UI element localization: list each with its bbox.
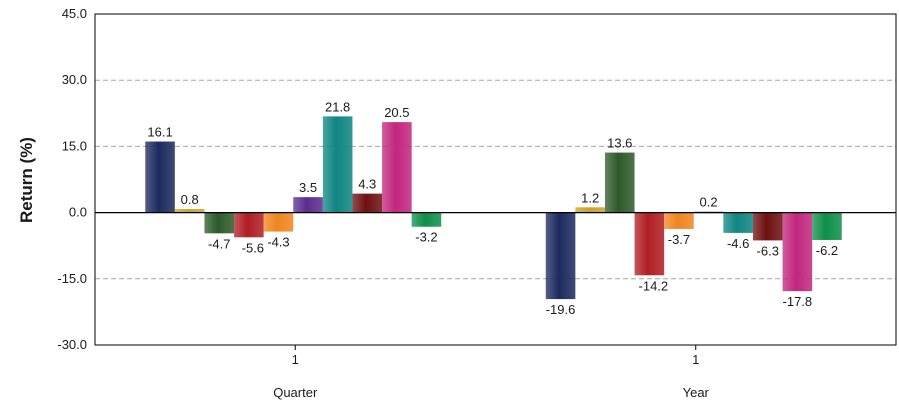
data-label: -19.6 <box>546 302 576 317</box>
data-label: 0.8 <box>181 192 199 207</box>
data-label: 0.2 <box>700 195 718 210</box>
bar <box>352 193 383 213</box>
y-tick-label: 45.0 <box>62 6 87 21</box>
bar <box>382 122 412 213</box>
data-labels: 16.1 0.8 -4.7 -5.6 -4.3 3.5 21.8 4.3 20.5 -3.2 -19… <box>147 99 838 317</box>
bars <box>145 116 842 300</box>
x-tick-label: 1 <box>292 352 299 367</box>
bar <box>634 212 665 276</box>
y-tick-label: 30.0 <box>62 72 87 87</box>
axes: 45.0 30.0 15.0 0.0 -15.0 -30.0 1 Quarter 1 Year <box>57 6 897 400</box>
data-label: -6.3 <box>757 243 779 258</box>
bar <box>604 152 635 213</box>
data-label: 21.8 <box>325 99 350 114</box>
bar <box>293 197 323 213</box>
gridlines <box>95 79 896 280</box>
data-label: 3.5 <box>299 180 317 195</box>
y-tick-label: -30.0 <box>57 337 87 352</box>
bar <box>782 212 813 292</box>
data-label: -3.2 <box>415 230 437 245</box>
bar <box>664 212 694 229</box>
bar <box>812 212 842 240</box>
bar <box>545 212 576 300</box>
y-tick-label: 0.0 <box>69 205 87 220</box>
data-label: -5.6 <box>242 240 264 255</box>
x-category-label: Quarter <box>273 385 318 400</box>
y-axis-title: Return (%) <box>17 137 36 223</box>
data-label: -4.3 <box>267 235 289 250</box>
data-label: 1.2 <box>581 190 599 205</box>
x-tick-label: 1 <box>692 352 699 367</box>
data-label: 4.3 <box>358 177 376 192</box>
data-label: -6.2 <box>816 243 838 258</box>
data-label: -4.7 <box>208 236 230 251</box>
bar <box>723 212 753 233</box>
plot-frame <box>94 13 897 346</box>
bar <box>322 116 353 213</box>
bar <box>204 212 235 234</box>
data-label: 20.5 <box>384 105 409 120</box>
bar <box>263 212 294 232</box>
bar <box>145 141 175 213</box>
data-label: -17.8 <box>783 294 813 309</box>
data-label: 13.6 <box>607 136 632 151</box>
bar <box>174 209 205 213</box>
y-tick-label: -15.0 <box>57 271 87 286</box>
data-label: -4.6 <box>727 236 749 251</box>
bar <box>752 212 783 241</box>
data-label: -14.2 <box>639 278 669 293</box>
y-tick-label: 15.0 <box>62 138 87 153</box>
bar <box>234 212 264 238</box>
bar <box>411 212 442 227</box>
bar <box>575 207 605 213</box>
data-label: -3.7 <box>668 232 690 247</box>
x-category-label: Year <box>683 385 710 400</box>
data-label: 16.1 <box>147 125 172 140</box>
